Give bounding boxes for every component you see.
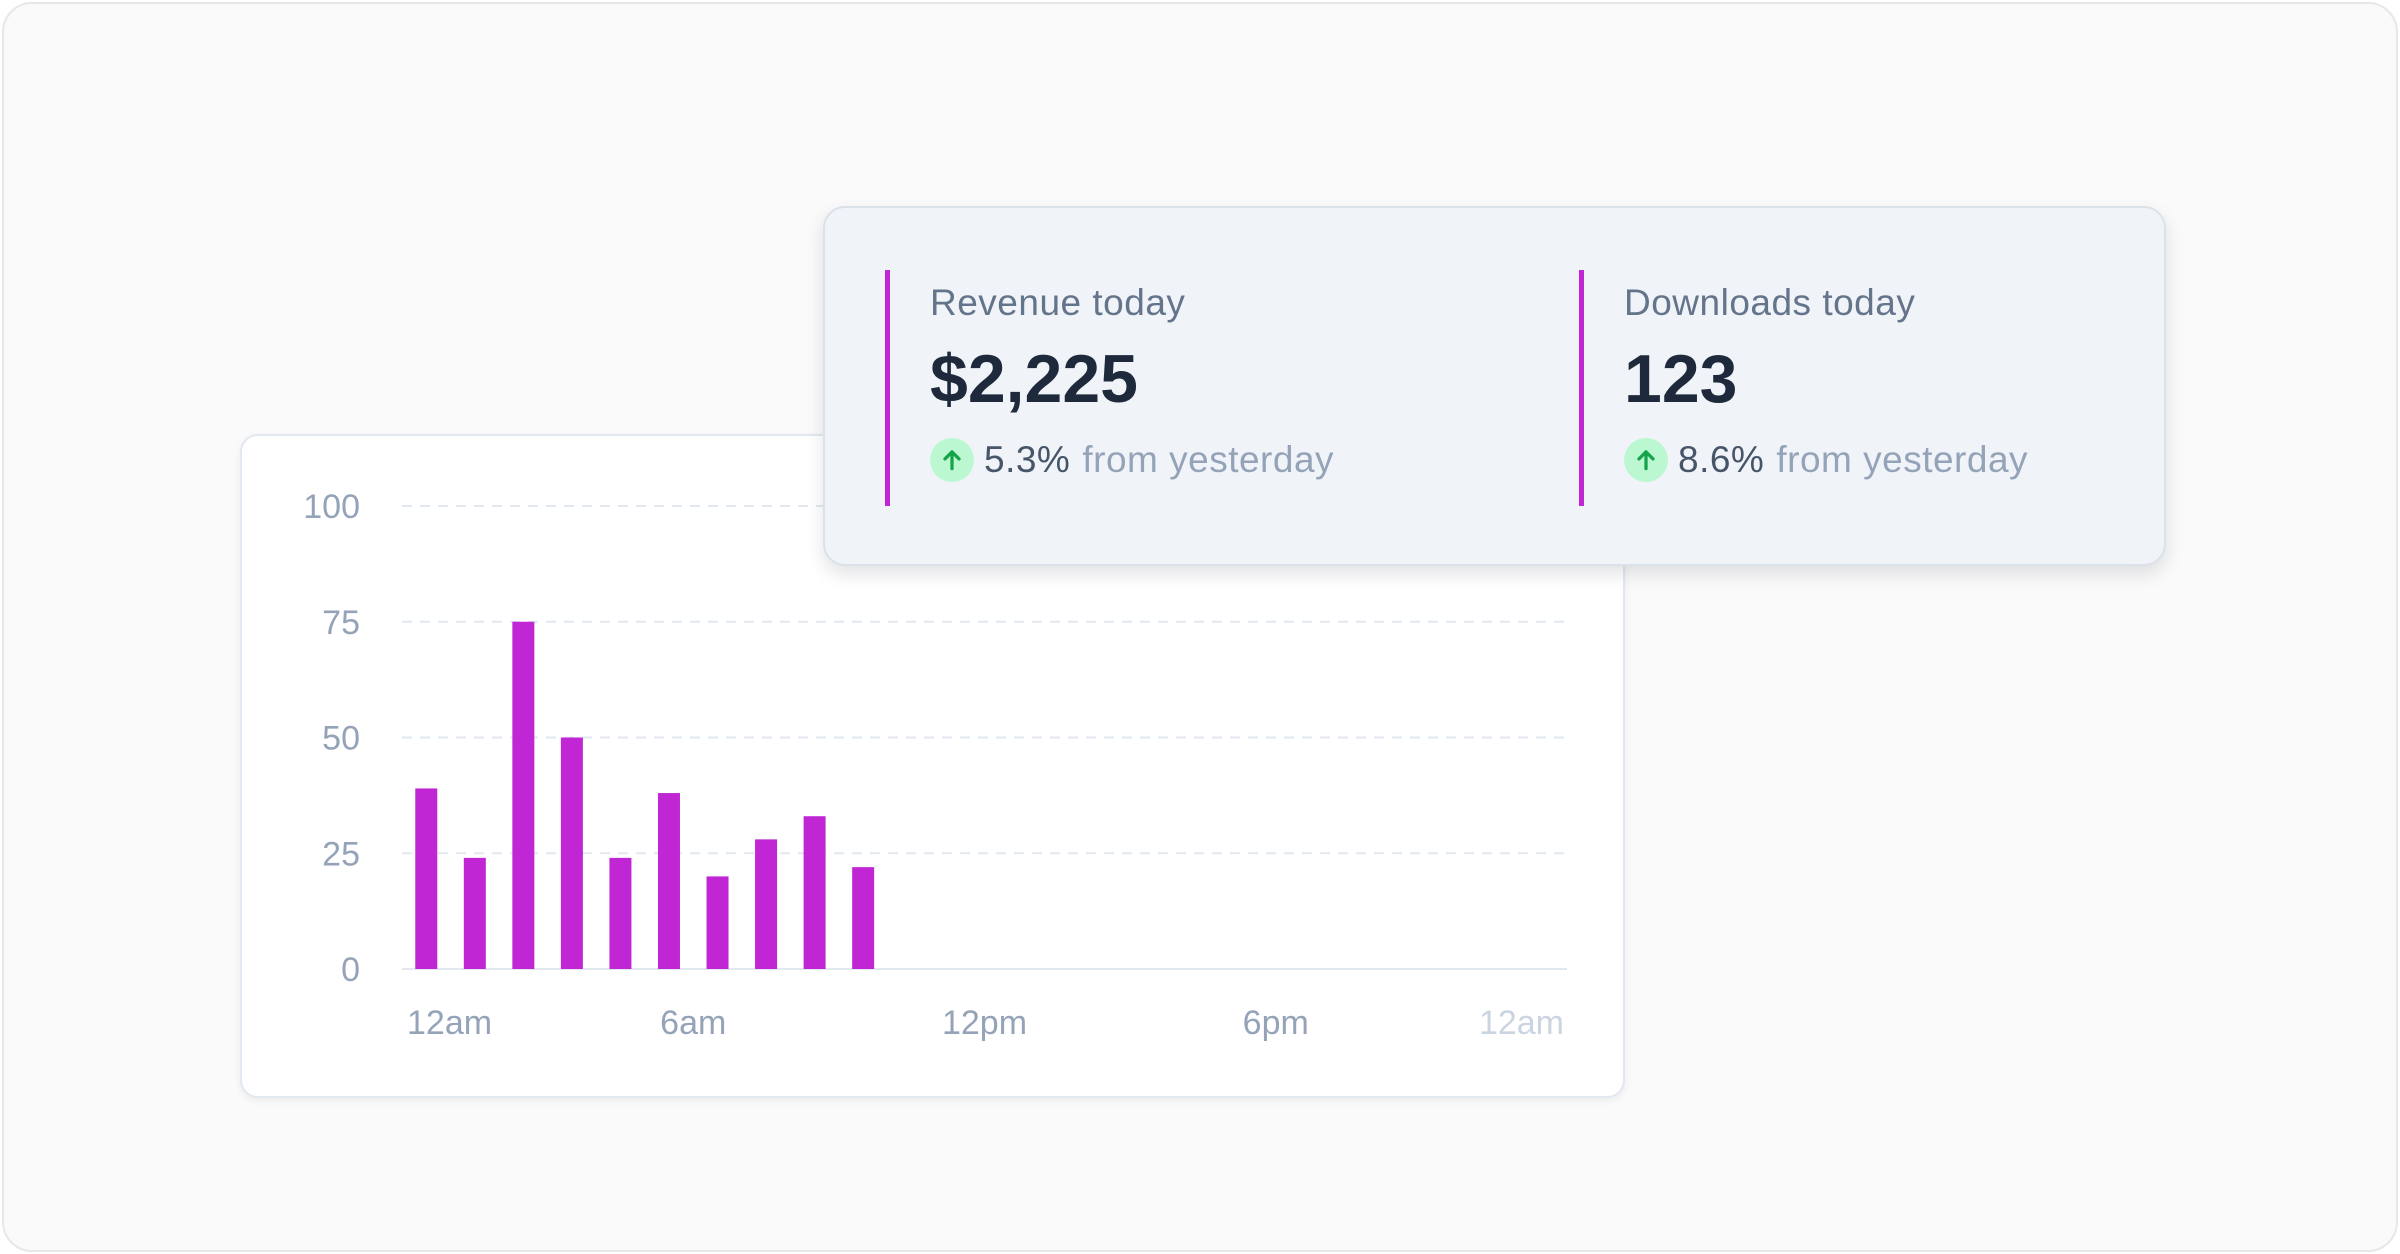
arrow-up-icon — [1624, 438, 1668, 482]
stat-value: 123 — [1624, 341, 1738, 417]
bar — [852, 867, 875, 969]
bar — [657, 793, 680, 969]
change-suffix: from yesterday — [1082, 439, 1335, 480]
arrow-up-icon — [930, 438, 974, 482]
stats-card: Revenue today $2,225 5.3% from yesterday… — [823, 206, 2166, 566]
change-percent: 8.6% — [1678, 439, 1765, 480]
stat-change: 8.6% from yesterday — [1624, 438, 2028, 482]
bar — [609, 857, 632, 969]
bar — [415, 788, 438, 969]
change-percent: 5.3% — [984, 439, 1071, 480]
y-tick-label: 100 — [303, 488, 360, 526]
y-tick-label: 50 — [322, 720, 360, 758]
stat-label: Downloads today — [1624, 282, 1916, 323]
bar — [560, 737, 583, 969]
bar — [463, 857, 486, 969]
bar — [512, 621, 535, 969]
x-tick-label: 6am — [660, 1004, 726, 1042]
bar — [706, 876, 729, 969]
y-tick-label: 0 — [341, 951, 360, 989]
x-tick-label: 12pm — [942, 1004, 1027, 1042]
bar — [803, 816, 826, 969]
x-tick-label: 12am — [1479, 1004, 1564, 1042]
bar — [755, 839, 778, 969]
stat-change: 5.3% from yesterday — [930, 438, 1334, 482]
x-tick-label: 12am — [407, 1004, 492, 1042]
x-tick-label: 6pm — [1243, 1004, 1309, 1042]
stat-label: Revenue today — [930, 282, 1186, 323]
stat-value: $2,225 — [930, 341, 1138, 417]
y-tick-label: 75 — [322, 604, 360, 642]
stat-revenue: Revenue today $2,225 5.3% from yesterday — [885, 270, 1485, 506]
y-tick-label: 25 — [322, 835, 360, 873]
stat-downloads: Downloads today 123 8.6% from yesterday — [1579, 270, 2179, 506]
bar-chart: 0 25 50 75 100 12am 6am 12pm 6pm 12am — [303, 488, 1567, 1042]
change-suffix: from yesterday — [1776, 439, 2029, 480]
